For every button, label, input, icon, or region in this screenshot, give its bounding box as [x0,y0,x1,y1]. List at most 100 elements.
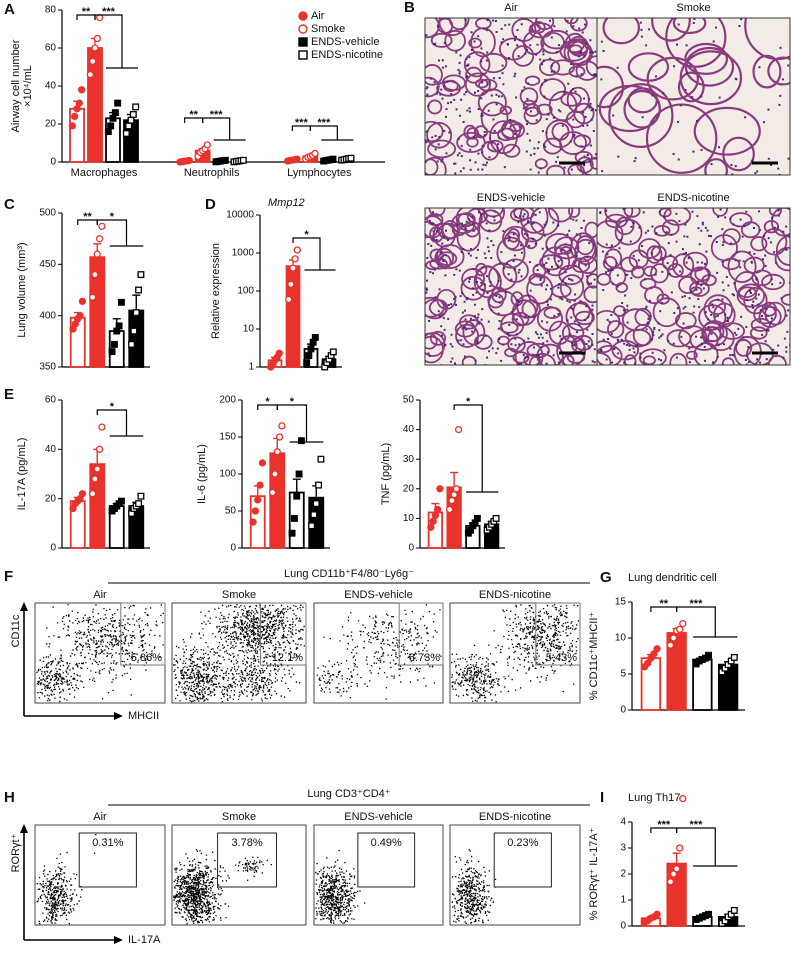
significance-label: ** [189,109,198,121]
y-tick-label: 50 [403,395,415,406]
gate [535,602,581,666]
data-point [71,112,79,121]
plot-frame [171,824,307,926]
data-point [329,155,337,163]
data-point [310,511,318,519]
tissue-walls [597,18,790,175]
x-axis-label: MHCII [128,710,159,722]
data-point [305,352,313,360]
plot-title: Air [93,811,107,823]
data-point [137,492,145,500]
plot-title: ENDS-nicotine [479,811,551,823]
significance-bracket [453,404,483,492]
data-point [653,910,661,918]
data-point [117,298,125,306]
y-axis-label: IL-6 (pg/mL) [196,444,208,504]
y-tick-label: 500 [39,208,56,219]
data-point [104,128,112,136]
y-tick-label: 400 [39,310,56,321]
significance-bracket [94,14,123,68]
data-point [293,246,301,254]
y-tick-label: 10000 [226,210,254,221]
significance-label: *** [317,117,331,129]
y-tick-label: 30 [403,454,415,465]
data-point [249,518,257,526]
panel-letter: I [600,789,604,806]
data-point [666,878,675,886]
data-point [730,653,738,661]
data-point [185,156,193,165]
data-point [98,423,106,431]
data-point [251,507,260,515]
data-point [295,470,303,478]
panel-letter: E [4,386,14,403]
y-tick-label: 0 [230,543,236,554]
data-point [431,511,440,520]
y-tick-label: 1 [620,895,626,906]
y-tick-label: 350 [39,362,56,373]
tissue-walls [425,18,597,175]
gate [357,832,416,888]
data-point [93,250,101,258]
data-point [679,619,687,628]
significance-bracket [96,219,128,246]
y-tick-label: 0 [408,543,414,554]
gate [120,602,166,666]
data-point [221,156,229,164]
significance-bracket [676,827,716,866]
data-point [129,111,137,118]
y-tick-label: 150 [219,432,236,443]
significance-label: *** [690,598,704,610]
y-axis-label: TNF (pg/mL) [380,443,392,505]
data-point [76,312,84,320]
data-point [289,264,297,272]
data-point [254,496,262,504]
x-tick-label: Macrophages [71,167,138,179]
data-point [78,297,87,305]
significance-bracket [96,409,128,436]
y-tick-label: 10 [615,633,627,644]
y-tick-label: 1000 [232,248,255,259]
gate-label: 5.86% [131,652,162,664]
data-point [445,505,454,514]
flow-dots [315,850,366,924]
plot-frame [449,824,581,926]
legend-label: Air [311,10,325,22]
micrograph-label: ENDS-nicotine [657,192,729,204]
plot-title: ENDS-vehicle [344,811,412,823]
data-point [288,529,296,537]
y-axis-label: IL-17A (pg/mL) [16,438,28,511]
data-point [429,517,437,526]
data-point [128,340,136,348]
flow-dots [451,848,497,924]
arrow-head [20,602,28,611]
chart-title: Lung dendritic cell [628,572,717,584]
data-point [473,514,481,522]
y-axis-label: CD11c [10,614,22,647]
gate-label: 3.78% [231,837,262,849]
flow-dots [173,604,305,703]
data-point [653,645,661,653]
data-point [135,500,143,508]
data-point [95,235,104,243]
significance-bracket [309,125,338,140]
data-point [303,359,311,367]
x-tick-label: Lymphocytes [287,167,352,179]
data-point [203,141,211,149]
legend-label: ENDS-nicotine [311,49,383,61]
significance-bracket [276,404,308,442]
flow-dots [36,834,107,925]
data-point [311,333,319,341]
data-point [114,99,122,107]
y-tick-label: 100 [237,286,254,297]
data-point [95,445,104,453]
gate-label: 0.23% [507,837,538,849]
data-point [436,485,444,493]
panel-title: Lung CD11b⁺F4/80⁻Ly6g⁻ [284,568,414,580]
gate [78,832,137,888]
data-point [650,650,658,658]
data-point [452,485,461,493]
y-tick-label: 10 [403,513,415,524]
plot-frame [313,824,444,926]
gate-label: 0.49% [371,837,402,849]
